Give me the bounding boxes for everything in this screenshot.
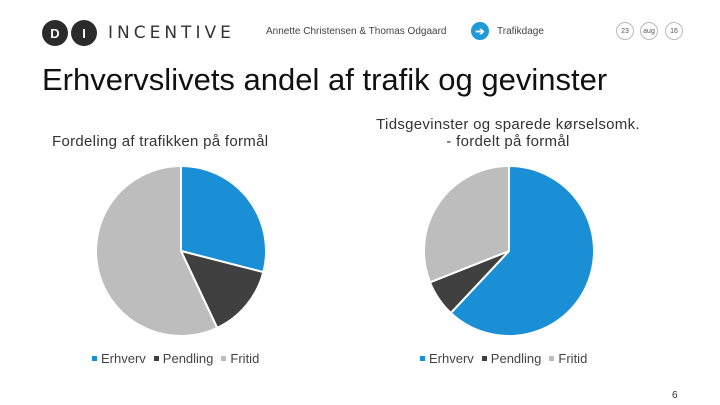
legend-label: Erhverv — [101, 351, 146, 366]
legend-item-pendling: Pendling — [153, 351, 214, 366]
legend-label: Erhverv — [429, 351, 474, 366]
logo-mark-d: D — [42, 20, 68, 46]
date-month-badge: aug — [640, 22, 658, 40]
date-day-badge: 23 — [616, 22, 634, 40]
chart-2-title: Tidsgevinster og sparede kørselsomk. - f… — [376, 116, 640, 150]
legend-label: Fritid — [558, 351, 588, 366]
authors-label: Annette Christensen & Thomas Odgaard — [266, 26, 447, 37]
logo-text: INCENTIVE — [108, 23, 235, 43]
legend-item-pendling: Pendling — [481, 351, 542, 366]
legend-item-fritid: Fritid — [549, 351, 587, 366]
legend-item-fritid: Fritid — [221, 351, 259, 366]
arrow-right-icon: ➔ — [471, 22, 489, 40]
chart-2-legend: Erhverv Pendling Fritid — [420, 351, 595, 366]
legend-swatch — [153, 356, 159, 361]
legend-item-erhverv: Erhverv — [92, 351, 146, 366]
legend-swatch — [420, 356, 425, 361]
event-label: Trafikdage — [497, 26, 544, 37]
slide-title: Erhvervslivets andel af trafik og gevins… — [42, 62, 608, 97]
chart-1-legend: Erhverv Pendling Fritid — [92, 351, 267, 366]
legend-swatch — [92, 356, 97, 361]
legend-swatch — [481, 356, 487, 361]
pie-slice-fritid — [423, 164, 510, 284]
legend-label: Pendling — [162, 351, 214, 366]
legend-swatch — [549, 356, 555, 361]
chart-2-pie — [423, 164, 595, 337]
pie-slice-erhverv — [449, 164, 595, 337]
logo-mark-i: I — [71, 20, 97, 46]
legend-swatch — [221, 356, 227, 361]
legend-item-erhverv: Erhverv — [420, 351, 474, 366]
page-number: 6 — [672, 390, 678, 401]
date-year-badge: 16 — [665, 22, 683, 40]
pie-slice-erhverv — [180, 164, 267, 274]
legend-label: Fritid — [230, 351, 260, 366]
pie-slice-pendling — [179, 249, 265, 330]
legend-label: Pendling — [490, 351, 542, 366]
chart-1-title: Fordeling af trafikken på formål — [52, 133, 269, 150]
chart-1-pie — [95, 164, 267, 337]
di-incentive-logo: D I INCENTIVE — [42, 18, 235, 48]
pie-slice-fritid — [95, 164, 219, 337]
